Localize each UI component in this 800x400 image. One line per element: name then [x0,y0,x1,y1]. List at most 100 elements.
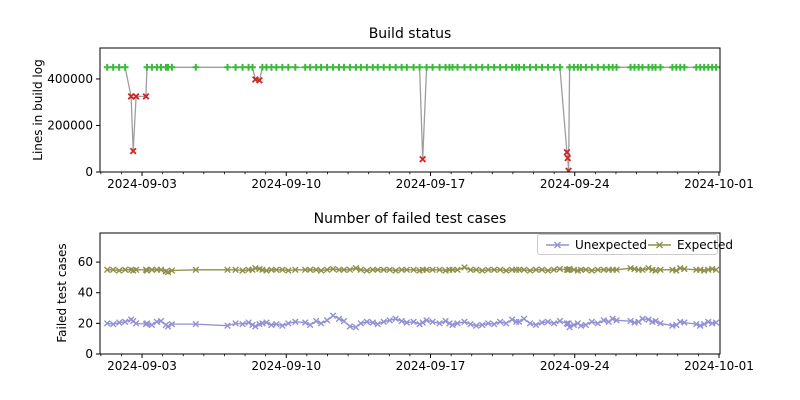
x-marker [410,318,417,326]
chart-title-build-status: Build status [368,26,452,42]
x-marker [142,92,150,100]
x-marker [570,321,578,329]
build-status-chart: 2024-09-03 2024-09-10 2024-09-17 2024-09-24… [47,47,754,191]
x-marker [657,320,664,327]
x-marker [502,267,510,274]
x-marker [256,76,263,84]
plus-marker [484,63,492,71]
x-marker [478,321,486,329]
x-marker [285,320,292,327]
x-marker [346,323,354,330]
x-marker [157,317,165,325]
x-marker [577,266,585,274]
x-marker [681,265,688,273]
plus-marker [556,63,564,71]
x-marker [467,320,474,328]
plus-marker [712,63,720,71]
plus-marker [429,63,436,71]
x-marker [369,266,377,274]
plus-marker [374,63,382,71]
y-tick-label: 20 [78,316,93,330]
x-marker [704,318,712,326]
plus-marker [478,63,486,71]
x-marker [564,154,572,162]
x-marker [423,317,430,324]
plus-marker [526,63,534,71]
failed-test-cases-chart: 2024-09-03 2024-09-10 2024-09-17 2024-09-24… [78,232,754,373]
plus-marker [550,63,558,71]
x-marker [461,318,468,326]
x-tick-label: 2024-09-17 [396,177,466,191]
x-marker [700,320,708,328]
x-marker [577,322,585,329]
x-marker [467,266,474,274]
x-tick-label: 2024-09-10 [251,177,321,191]
x-marker [520,266,528,274]
x-marker [613,266,620,274]
x-tick-label: 2024-09-03 [107,359,177,373]
plus-marker [532,63,540,71]
x-marker [563,148,571,156]
x-marker [398,266,405,274]
x-marker [419,319,426,326]
x-marker [115,267,123,274]
plus-marker [317,63,325,71]
chart-title-failed-tests: Number of failed test cases [313,211,507,227]
x-marker [550,266,558,274]
x-marker [550,320,558,327]
x-marker [323,317,331,324]
plus-marker [496,63,504,71]
x-marker [329,312,337,320]
plus-marker [121,63,129,71]
x-marker [645,264,652,272]
plus-marker [346,63,354,71]
x-marker [374,320,382,328]
plus-marker [249,63,256,71]
plus-marker [392,63,400,71]
plus-marker [239,63,246,71]
x-marker [544,267,552,274]
x-marker [115,319,123,326]
x-marker [600,266,608,274]
plus-marker [423,63,430,71]
plus-marker [272,63,280,71]
y-tick-label: 60 [78,255,93,269]
x-marker [392,267,399,274]
x-marker [129,147,137,155]
x-marker [132,266,140,274]
x-tick-label: 2024-09-03 [107,177,177,191]
x-marker [588,267,596,274]
x-marker [484,266,492,274]
x-tick-label: 2024-10-01 [684,177,754,191]
x-marker [490,266,498,274]
x-marker [508,316,516,323]
x-marker [239,267,246,274]
x-marker [627,317,634,325]
x-marker [556,265,564,273]
series-line-lines-in-build-log [107,66,717,171]
plus-marker [363,63,371,71]
expected-line-x-marker-icon [647,241,671,248]
x-marker [600,317,608,324]
x-marker [335,315,343,323]
plus-marker [467,63,474,71]
x-tick-label: 2024-09-24 [540,359,610,373]
x-marker [436,266,443,274]
x-marker [340,317,348,325]
plus-marker [490,63,498,71]
legend-entry-unexpected: Unexpected [545,238,647,252]
x-marker [502,320,510,327]
plus-marker [323,63,331,71]
x-marker [306,266,314,274]
plus-marker [639,63,646,71]
legend-label-expected: Expected [676,237,733,252]
x-marker [454,320,461,327]
x-marker [301,266,309,274]
x-marker [398,317,405,325]
plus-marker [436,63,443,71]
unexpected-line-x-marker-icon [546,241,569,248]
plus-marker [472,63,480,71]
x-marker [329,265,337,273]
y-tick-label: 0 [85,165,93,179]
x-marker [263,319,270,326]
